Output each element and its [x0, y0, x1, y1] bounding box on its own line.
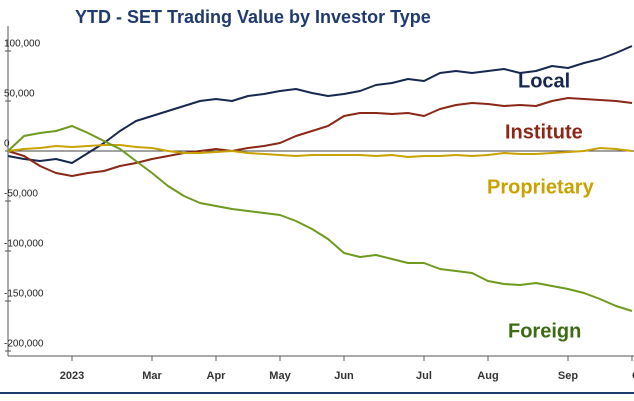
x-tick-label: O — [632, 370, 634, 382]
x-tick-label: May — [269, 370, 291, 382]
y-tick-label: -150,000 — [4, 289, 44, 300]
chart-title: YTD - SET Trading Value by Investor Type — [75, 7, 431, 27]
x-tick-label: Apr — [207, 370, 227, 382]
series-label: Foreign — [508, 320, 581, 342]
x-tick-label: 2023 — [60, 370, 84, 382]
y-tick-label: 50,000 — [4, 89, 35, 100]
y-tick-label: -100,000 — [4, 239, 44, 250]
x-tick-label: Mar — [142, 370, 162, 382]
series-line — [7, 125, 633, 312]
x-tick-label: Jul — [416, 370, 432, 382]
series-label: Institute — [505, 121, 583, 143]
x-tick-label: Sep — [558, 370, 578, 382]
y-tick-label: -200,000 — [4, 339, 44, 350]
series-line — [7, 45, 633, 164]
series-label: Local — [518, 70, 570, 92]
series-line — [7, 97, 633, 177]
x-tick-label: Aug — [477, 370, 498, 382]
y-tick-label: 100,000 — [4, 39, 41, 50]
series-label: Proprietary — [487, 176, 595, 198]
x-tick-label: Jun — [334, 370, 354, 382]
y-tick-label: -50,000 — [4, 189, 38, 200]
y-tick-label: 0 — [4, 139, 10, 150]
